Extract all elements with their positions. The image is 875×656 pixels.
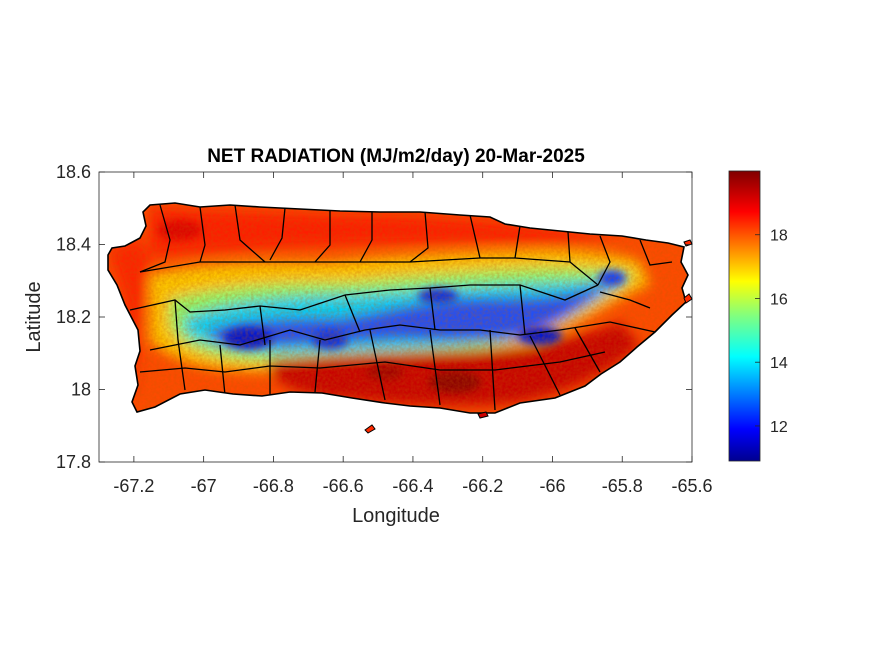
y-tick-label: 18 (71, 380, 91, 400)
x-tick-label: -66.2 (462, 476, 503, 496)
x-tick-label: -65.6 (671, 476, 712, 496)
small-island-east (683, 293, 693, 304)
colorbar (728, 170, 761, 462)
x-tick-label: -67 (191, 476, 217, 496)
x-tick-label: -65.8 (602, 476, 643, 496)
x-tick-label: -67.2 (113, 476, 154, 496)
small-island-south (477, 411, 489, 419)
y-tick-label: 17.8 (56, 452, 91, 472)
caja-de-muertos-island (364, 424, 376, 434)
colorbar-ticks: 12 14 16 18 (755, 228, 788, 436)
radiation-field (108, 203, 688, 413)
x-axis-ticks: -67.2 -67 -66.8 -66.6 -66.4 -66.2 -66 -65.8 -65.… (113, 172, 713, 496)
colorbar-tick-label: 12 (770, 419, 788, 436)
y-axis-label: Latitude (23, 281, 45, 352)
chart-title: NET RADIATION (MJ/m2/day) 20-Mar-2025 (207, 146, 585, 167)
colorbar-tick-label: 18 (770, 228, 788, 245)
x-tick-label: -66.6 (323, 476, 364, 496)
colorbar-tick-label: 14 (770, 355, 788, 372)
x-tick-label: -66.4 (392, 476, 433, 496)
municipality-borders (129, 204, 673, 411)
colorbar-tick-label: 16 (770, 291, 788, 308)
x-tick-label: -66.8 (253, 476, 294, 496)
y-axis-ticks: 17.8 18 18.2 18.4 18.6 (56, 162, 692, 472)
x-tick-label: -66 (539, 476, 565, 496)
y-tick-label: 18.6 (56, 162, 91, 182)
y-tick-label: 18.4 (56, 235, 91, 255)
x-axis-label: Longitude (352, 505, 440, 527)
y-tick-label: 18.2 (56, 307, 91, 327)
